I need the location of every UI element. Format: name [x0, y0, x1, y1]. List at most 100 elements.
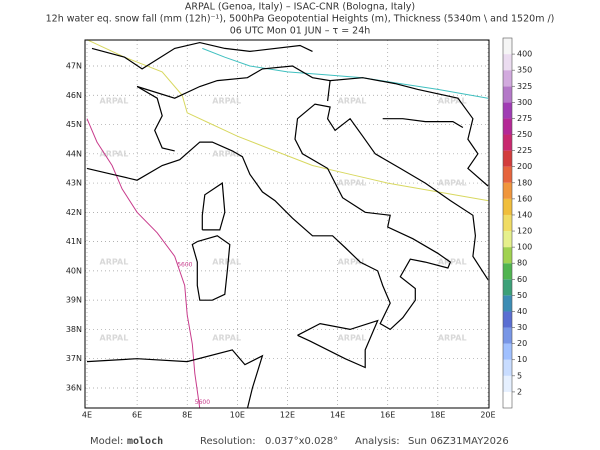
colorbar-swatch: [503, 311, 512, 328]
lat-tick-label: 45N: [66, 120, 82, 129]
lon-tick-label: 14E: [330, 411, 345, 420]
contour-label: 5600: [195, 399, 210, 406]
watermark: ARPAL: [100, 97, 129, 106]
lon-tick-label: 4E: [82, 411, 92, 420]
lon-tick-label: 8E: [182, 411, 192, 420]
lon-tick-label: 20E: [480, 411, 495, 420]
coastline: [191, 235, 231, 301]
watermark: ARPAL: [438, 334, 467, 343]
colorbar-label: 10: [517, 355, 527, 364]
watermark: ARPAL: [212, 258, 241, 267]
colorbar-swatch: [503, 279, 512, 296]
lon-tick-label: 12E: [280, 411, 295, 420]
colorbar-frame: [502, 37, 513, 409]
colorbar-label: 140: [517, 210, 532, 219]
watermark: ARPAL: [212, 149, 241, 158]
watermark: ARPAL: [438, 258, 467, 267]
border: [382, 118, 464, 129]
border: [330, 77, 489, 187]
colorbar-label: 160: [517, 194, 532, 203]
colorbar-label: 225: [517, 146, 532, 155]
thickness-contour: [202, 47, 489, 99]
colorbar-label: 30: [517, 323, 527, 332]
colorbar-swatch: [503, 263, 512, 280]
colorbar-label: 250: [517, 130, 532, 139]
colorbar-swatch: [503, 359, 512, 376]
colorbar-swatch: [503, 54, 512, 71]
colorbar-swatch: [503, 166, 512, 183]
colorbar-swatch: [503, 327, 512, 344]
colorbar-swatch: [503, 295, 512, 312]
border: [136, 65, 331, 102]
colorbar-label: 2: [517, 387, 522, 396]
colorbar-swatch: [503, 231, 512, 248]
lat-tick-label: 40N: [66, 266, 82, 275]
lat-tick-label: 41N: [66, 237, 82, 246]
lat-tick-label: 46N: [66, 91, 82, 100]
colorbar-swatch: [503, 134, 512, 151]
map: 4E 6E 8E 10E 12E 14E 16E 18E 20E 36N 37N 38N 39N 40N 4…: [66, 39, 496, 420]
coastline: [201, 182, 226, 231]
watermark: ARPAL: [100, 149, 129, 158]
lon-tick-label: 16E: [380, 411, 395, 420]
colorbar-swatch: [503, 102, 512, 119]
colorbar-swatch: [503, 38, 512, 55]
colorbar-label: 40: [517, 307, 527, 316]
watermark: ARPAL: [212, 334, 241, 343]
colorbar-label: 325: [517, 82, 532, 91]
watermark: ARPAL: [338, 258, 367, 267]
colorbar-swatch: [503, 198, 512, 215]
colorbar-label: 180: [517, 178, 532, 187]
colorbar-swatch: [503, 343, 512, 360]
footer-value: Sun 06Z31MAY2026: [408, 436, 509, 447]
watermark: ARPAL: [338, 334, 367, 343]
border: [136, 85, 175, 152]
colorbar-swatch: [503, 375, 512, 392]
lat-tick-label: 43N: [66, 179, 82, 188]
lon-tick-label: 10E: [230, 411, 245, 420]
colorbar-label: 20: [517, 339, 527, 348]
colorbar-label: 100: [517, 243, 532, 252]
footer-value: 0.037°x0.028°: [265, 436, 338, 447]
colorbar-swatch: [503, 391, 512, 408]
map-frame: [84, 39, 490, 409]
watermark: ARPAL: [100, 334, 129, 343]
contour-label: 5600: [177, 262, 192, 269]
colorbar: 2 5 10 20 30 40 50 60 80 100 120 140 160 180 200 225 250…: [502, 37, 532, 409]
colorbar-swatch: [503, 118, 512, 135]
colorbar-swatch: [503, 150, 512, 167]
lat-tick-label: 37N: [66, 354, 82, 363]
lat-tick-label: 39N: [66, 296, 82, 305]
colorbar-label: 400: [517, 50, 532, 59]
lat-tick-label: 42N: [66, 208, 82, 217]
watermark: ARPAL: [338, 179, 367, 188]
lat-tick-label: 38N: [66, 325, 82, 334]
header-line: 12h water eq. snow fall (mm (12h)⁻¹), 50…: [46, 14, 555, 25]
colorbar-label: 275: [517, 114, 532, 123]
colorbar-label: 120: [517, 227, 532, 236]
lon-tick-label: 18E: [430, 411, 445, 420]
border: [91, 41, 313, 70]
colorbar-swatch: [503, 70, 512, 87]
colorbar-swatch: [503, 86, 512, 103]
colorbar-label: 200: [517, 162, 532, 171]
header-line: ARPAL (Genoa, Italy) – ISAC-CNR (Bologna…: [185, 2, 415, 13]
colorbar-swatch: [503, 247, 512, 264]
colorbar-label: 5: [517, 371, 522, 380]
watermark: ARPAL: [100, 258, 129, 267]
footer-label: Resolution:: [200, 436, 256, 447]
colorbar-swatch: [503, 214, 512, 232]
colorbar-label: 50: [517, 291, 527, 300]
colorbar-label: 300: [517, 98, 532, 107]
footer-value: moloch: [127, 436, 163, 447]
colorbar-swatch: [503, 182, 512, 199]
colorbar-label: 350: [517, 66, 532, 75]
coastline: [86, 349, 264, 409]
footer-label: Model:: [90, 436, 123, 447]
watermark: ARPAL: [212, 97, 241, 106]
coastline: [86, 103, 489, 331]
lon-tick-label: 6E: [132, 411, 142, 420]
watermark: ARPAL: [438, 179, 467, 188]
lat-tick-label: 36N: [66, 383, 82, 392]
